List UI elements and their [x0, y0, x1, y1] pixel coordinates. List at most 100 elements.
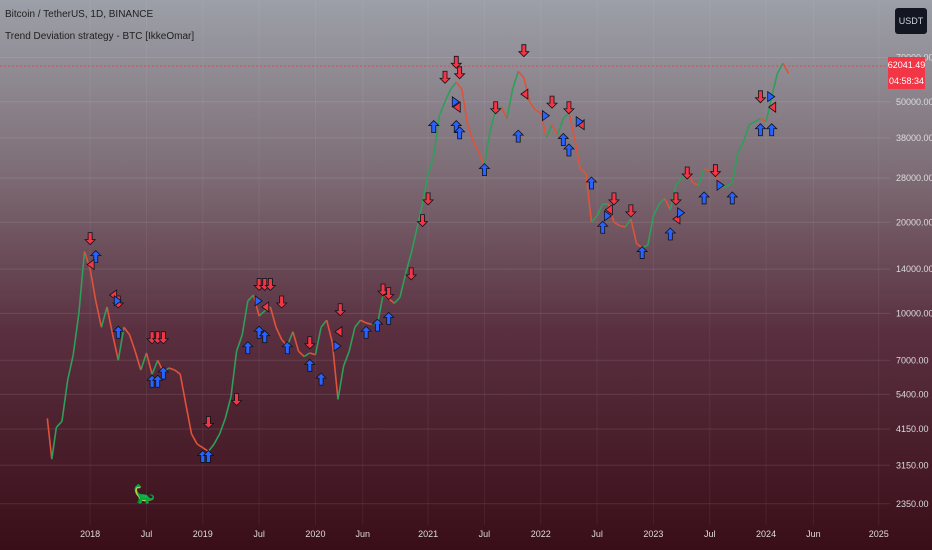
price-segment	[478, 152, 486, 165]
price-segment	[399, 273, 407, 298]
y-tick-label: 2350.00	[896, 499, 929, 509]
sell-arrow-marker	[546, 95, 558, 109]
price-segment	[179, 373, 187, 405]
price-segment	[66, 354, 75, 381]
buy-arrow-marker	[754, 123, 767, 137]
y-tick-label: 28000.00	[896, 173, 932, 183]
x-tick-label: Jun	[806, 529, 821, 539]
x-tick-label: Jul	[704, 529, 716, 539]
y-tick-label: 7000.00	[896, 355, 929, 365]
price-segment	[754, 117, 761, 123]
buy-arrow-marker	[512, 129, 525, 143]
price-segment	[235, 334, 243, 352]
price-segment	[388, 297, 395, 304]
price-segment	[190, 433, 198, 445]
price-segment	[596, 203, 604, 217]
sell-arrow-marker	[416, 214, 429, 228]
price-segment	[106, 306, 114, 335]
sell-arrow-marker	[754, 90, 767, 104]
sell-arrow-marker	[450, 55, 463, 69]
y-tick-label: 10000.00	[896, 308, 932, 318]
price-segment	[534, 109, 542, 114]
price-segment	[241, 300, 249, 335]
price-segment	[658, 197, 666, 205]
price-segment	[309, 352, 316, 356]
price-segment	[247, 294, 255, 302]
buy-arrow-marker	[478, 163, 491, 177]
price-series	[46, 62, 790, 460]
sell-exit-marker	[261, 301, 270, 313]
price-segment	[252, 294, 260, 317]
price-segment	[573, 137, 581, 170]
buy-arrow-marker	[453, 126, 466, 140]
price-segment	[224, 396, 232, 419]
x-tick-label: Jul	[479, 529, 491, 539]
sell-arrow-marker	[405, 267, 418, 281]
price-segment	[151, 359, 159, 375]
sell-arrow-marker	[382, 287, 395, 301]
y-tick-label: 38000.00	[896, 133, 932, 143]
sell-arrow-marker	[489, 101, 502, 115]
buy-arrow-marker	[89, 250, 102, 264]
x-tick-label: 2021	[418, 529, 438, 539]
price-segment	[134, 350, 142, 371]
price-segment	[100, 306, 108, 328]
buy-arrow-marker	[241, 341, 254, 355]
sell-arrow-marker	[202, 416, 215, 430]
x-tick-label: Jul	[253, 529, 265, 539]
sell-exit-marker	[768, 101, 777, 113]
price-segment	[342, 350, 350, 367]
y-tick-label: 50000.00	[896, 97, 932, 107]
price-segment	[123, 326, 131, 336]
sell-arrow-marker	[453, 66, 466, 80]
buy-arrow-marker	[636, 245, 649, 259]
buy-arrow-marker	[382, 311, 395, 325]
price-segment	[168, 367, 175, 371]
price-segment	[360, 319, 367, 324]
price-segment	[427, 156, 435, 174]
sell-exit-marker	[452, 101, 461, 113]
buy-arrow-marker	[596, 220, 609, 234]
price-segment	[590, 215, 598, 223]
x-tick-label: 2018	[80, 529, 100, 539]
price-segment	[55, 420, 63, 428]
price-segment	[128, 334, 136, 352]
price-segment	[579, 168, 587, 175]
price-segment	[292, 331, 300, 352]
x-tick-label: 2023	[643, 529, 663, 539]
buy-arrow-marker	[698, 191, 711, 205]
y-tick-label: 14000.00	[896, 264, 932, 274]
price-segment	[528, 101, 536, 111]
y-tick-label: 20000.00	[896, 217, 932, 227]
price-segment	[760, 117, 767, 123]
price-segment	[320, 319, 328, 328]
buy-exit-marker	[716, 179, 725, 192]
indicator-title[interactable]: Trend Deviation strategy - BTC [IkkeOmar…	[5, 31, 195, 42]
x-tick-label: 2022	[531, 529, 551, 539]
sell-arrow-marker	[608, 192, 620, 206]
buy-arrow-marker	[726, 191, 739, 205]
sell-arrow-marker	[84, 232, 97, 246]
buy-exit-marker	[677, 206, 686, 219]
price-segment	[613, 221, 621, 227]
tradingview-logo-icon[interactable]: 🦕	[133, 484, 156, 504]
price-segment	[472, 141, 480, 153]
currency-button[interactable]: USDT	[895, 8, 927, 34]
buy-arrow-marker	[360, 325, 373, 339]
price-segment	[78, 251, 86, 314]
price-segment	[404, 253, 412, 275]
price-segment	[624, 218, 632, 228]
price-segment	[770, 73, 779, 97]
price-segment	[782, 62, 790, 74]
price-segment	[438, 101, 446, 116]
price-segment	[354, 319, 362, 328]
x-tick-label: 2024	[756, 529, 776, 539]
symbol-title: Bitcoin / TetherUS, 1D, BINANCE	[5, 9, 154, 20]
price-segment	[545, 124, 553, 139]
price-segment	[652, 203, 660, 217]
price-segment	[258, 310, 266, 317]
buy-arrow-marker	[585, 176, 598, 190]
sell-exit-marker	[604, 203, 613, 216]
